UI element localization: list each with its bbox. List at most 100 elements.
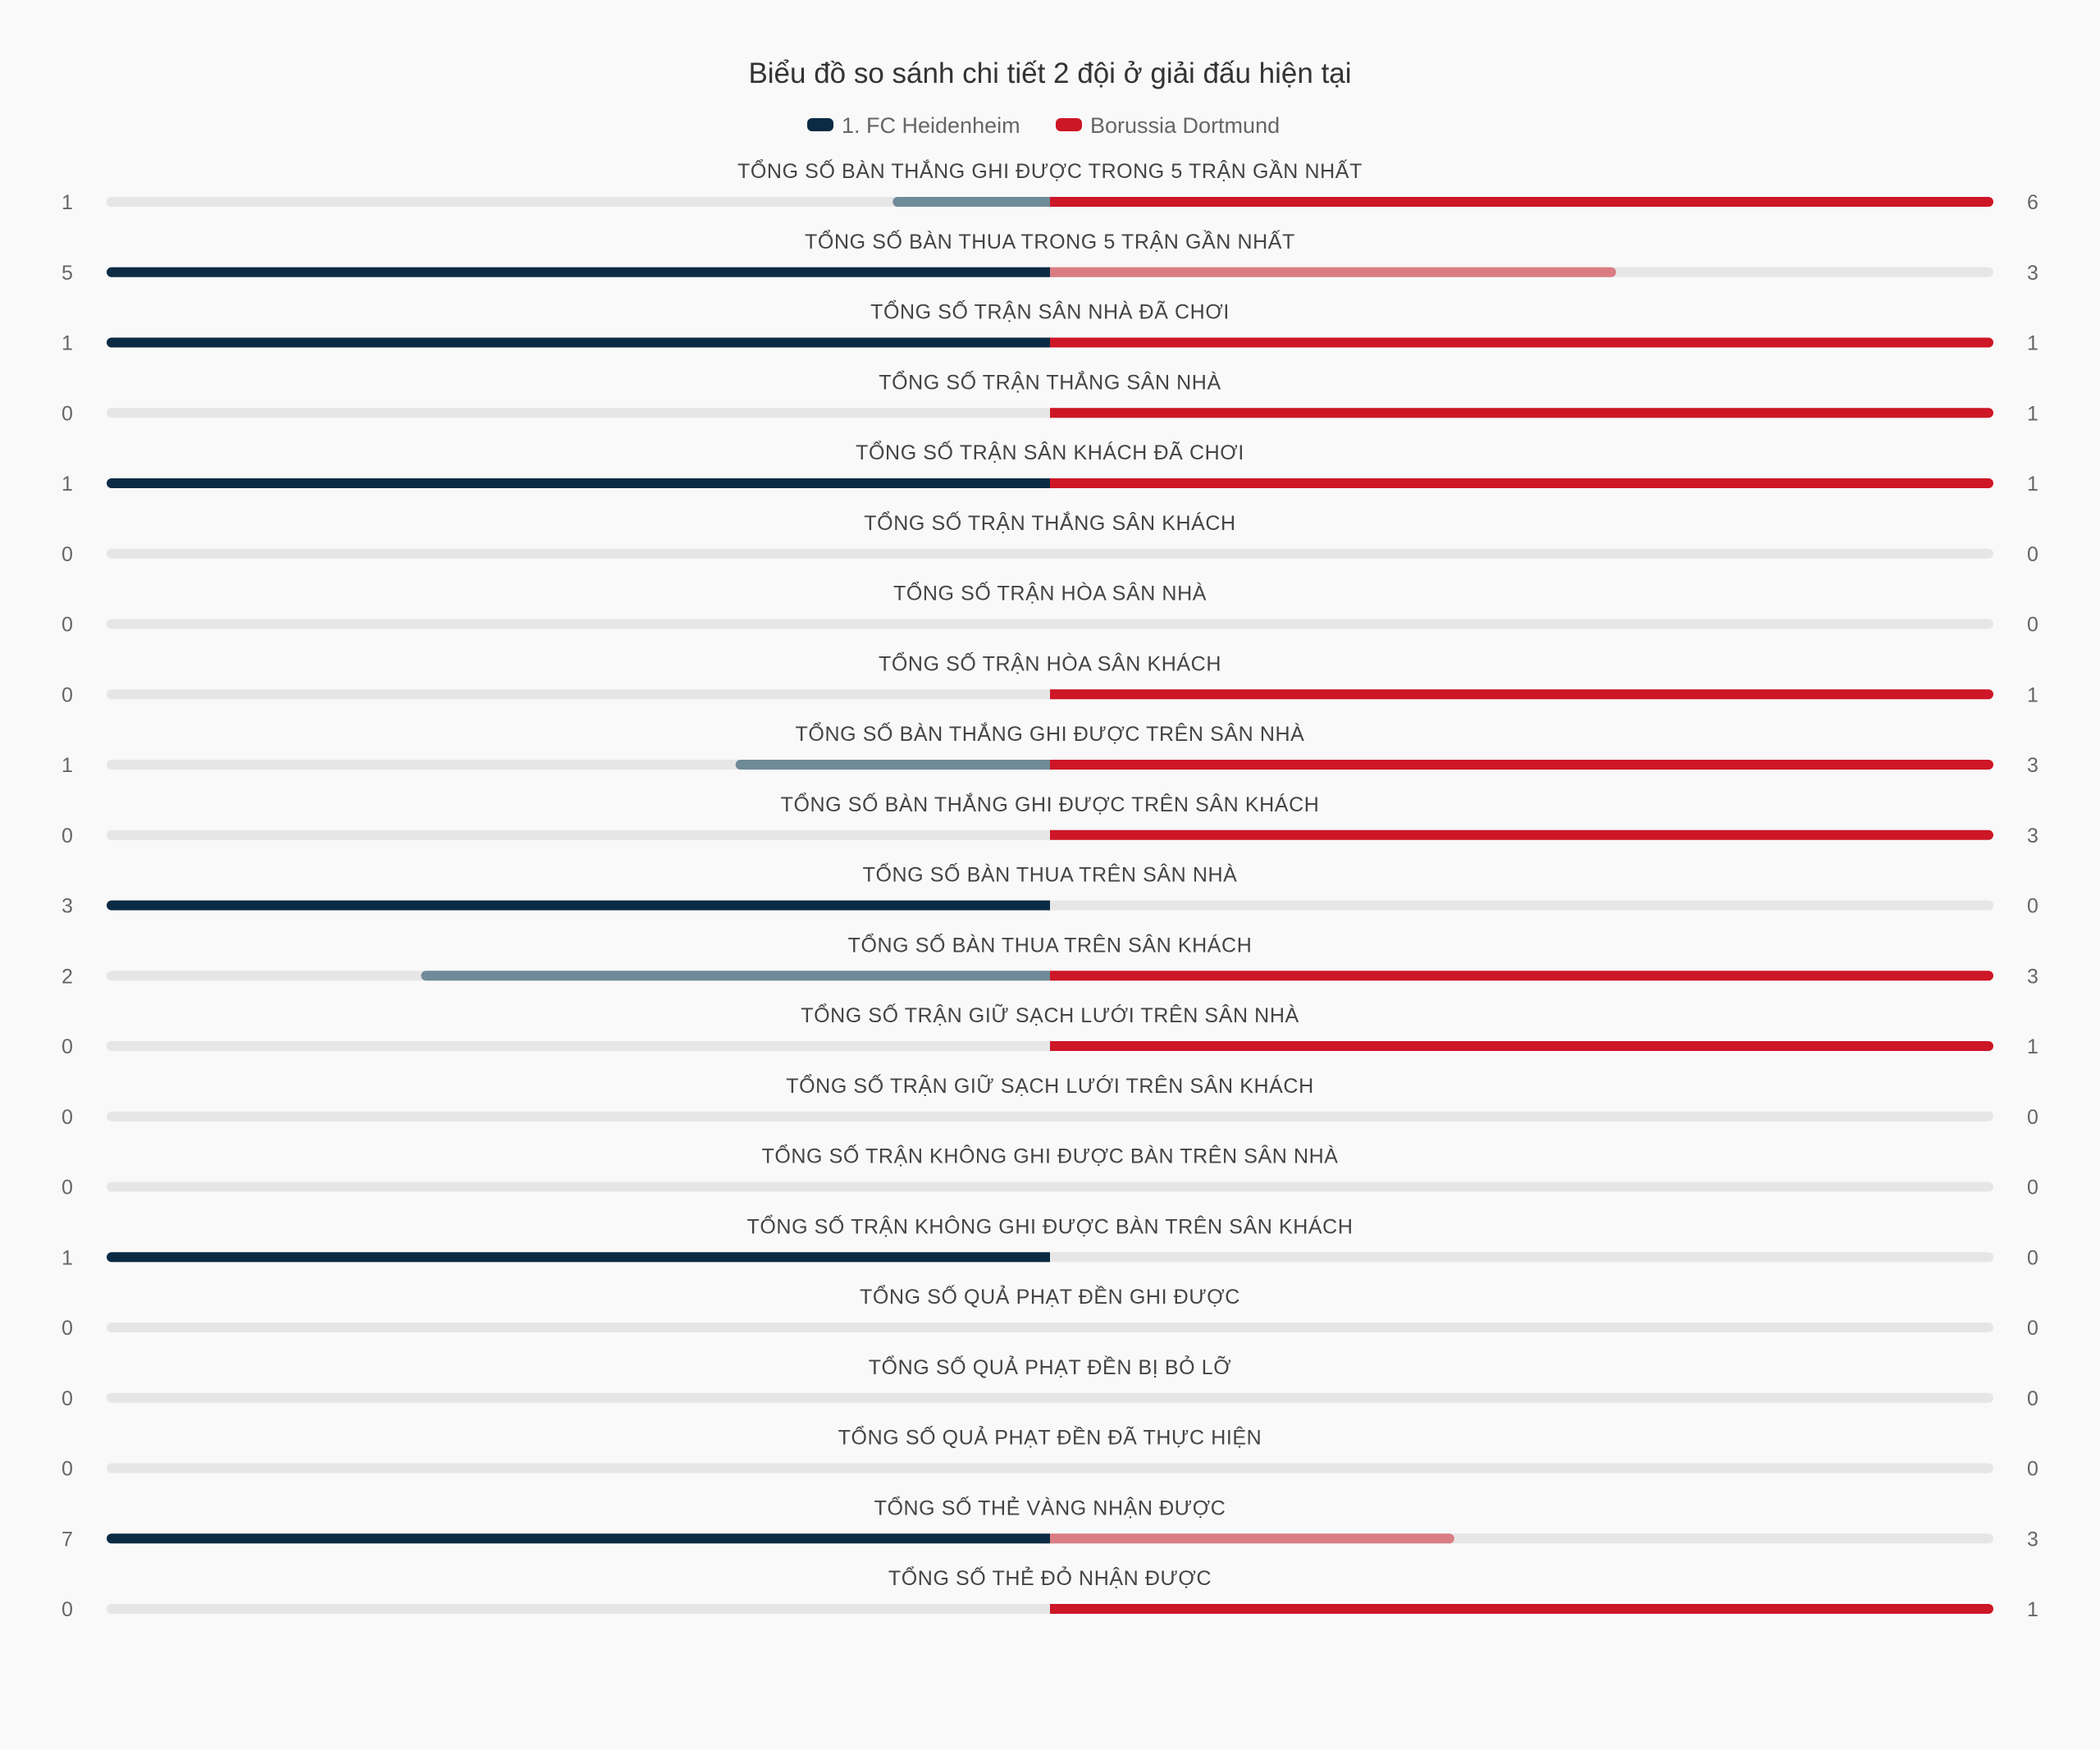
legend: 1. FC Heidenheim Borussia Dortmund — [807, 113, 1280, 138]
away-value-label: 1 — [2027, 473, 2038, 496]
bar-track — [107, 1463, 1993, 1474]
row-label: TỔNG SỐ BÀN THUA TRONG 5 TRẬN GẦN NHẤT — [805, 229, 1295, 254]
away-value-label: 0 — [2027, 1246, 2038, 1269]
home-bar-center-cap — [1045, 478, 1050, 488]
home-bar — [107, 900, 1050, 911]
home-value-label: 1 — [62, 1246, 73, 1269]
row-label: TỔNG SỐ TRẬN THẮNG SÂN NHÀ — [879, 369, 1221, 394]
away-value-label: 0 — [2027, 1106, 2038, 1129]
home-value-label: 0 — [62, 1177, 73, 1199]
away-value-label: 0 — [2027, 1458, 2038, 1481]
row-label: TỔNG SỐ TRẬN KHÔNG GHI ĐƯỢC BÀN TRÊN SÂN… — [747, 1213, 1354, 1238]
home-bar-center-cap — [1045, 900, 1050, 911]
row-label: TỔNG SỐ TRẬN GIỮ SẠCH LƯỚI TRÊN SÂN NHÀ — [801, 1003, 1299, 1027]
home-value-label: 0 — [62, 1598, 73, 1621]
away-value-label: 1 — [2027, 1598, 2038, 1621]
bar-track — [107, 1392, 1993, 1403]
away-bar-center-cap — [1050, 689, 1055, 700]
legend-label-heidenheim: 1. FC Heidenheim — [842, 113, 1020, 138]
row-label: TỔNG SỐ TRẬN HÒA SÂN NHÀ — [893, 581, 1207, 605]
away-bar — [1050, 689, 1993, 700]
home-value-label: 3 — [62, 895, 73, 918]
row-label: TỔNG SỐ TRẬN SÂN NHÀ ĐÃ CHƠI — [870, 299, 1230, 324]
home-bar — [107, 1252, 1050, 1263]
away-bar-center-cap — [1050, 1041, 1055, 1051]
row-label: TỔNG SỐ TRẬN KHÔNG GHI ĐƯỢC BÀN TRÊN SÂN… — [761, 1144, 1338, 1168]
away-value-label: 3 — [2027, 825, 2038, 848]
away-value-label: 6 — [2027, 191, 2038, 214]
away-value-label: 3 — [2027, 262, 2038, 285]
away-bar-center-cap — [1050, 1604, 1055, 1614]
row-label: TỔNG SỐ TRẬN GIỮ SẠCH LƯỚI TRÊN SÂN KHÁC… — [786, 1073, 1313, 1098]
away-bar-center-cap — [1050, 829, 1055, 840]
row-label: TỔNG SỐ BÀN THẮNG GHI ĐƯỢC TRÊN SÂN KHÁC… — [781, 792, 1320, 816]
away-value-label: 1 — [2027, 1035, 2038, 1058]
row-label: TỔNG SỐ THẺ VÀNG NHẬN ĐƯỢC — [874, 1495, 1226, 1519]
away-value-label: 0 — [2027, 895, 2038, 918]
away-bar — [1050, 478, 1993, 488]
away-bar — [1050, 1041, 1993, 1051]
away-bar — [1050, 1604, 1993, 1614]
home-value-label: 0 — [62, 825, 73, 848]
bar-track — [107, 1323, 1993, 1332]
legend-label-dortmund: Borussia Dortmund — [1090, 113, 1280, 138]
away-bar-center-cap — [1050, 971, 1055, 981]
home-value-label: 0 — [62, 402, 73, 425]
home-value-label: 0 — [62, 1317, 73, 1340]
away-bar-center-cap — [1050, 408, 1055, 418]
bar-track — [107, 1111, 1993, 1122]
away-value-label: 0 — [2027, 614, 2038, 637]
away-bar-center-cap — [1050, 478, 1055, 488]
away-value-label: 3 — [2027, 965, 2038, 988]
home-value-label: 1 — [62, 332, 73, 355]
home-value-label: 0 — [62, 1458, 73, 1481]
row-label: TỔNG SỐ BÀN THẮNG GHI ĐƯỢC TRÊN SÂN NHÀ — [796, 721, 1305, 746]
away-bar — [1050, 1533, 1454, 1544]
away-bar — [1050, 197, 1993, 207]
home-bar — [107, 478, 1050, 488]
home-bar-center-cap — [1045, 760, 1050, 770]
away-bar-center-cap — [1050, 760, 1055, 770]
row-label: TỔNG SỐ BÀN THUA TRÊN SÂN NHÀ — [863, 862, 1238, 887]
bar-track — [107, 1181, 1993, 1192]
home-value-label: 2 — [62, 965, 73, 988]
away-value-label: 1 — [2027, 683, 2038, 706]
row-label: TỔNG SỐ TRẬN SÂN KHÁCH ĐÃ CHƠI — [856, 440, 1244, 464]
home-value-label: 0 — [62, 614, 73, 637]
home-value-label: 1 — [62, 191, 73, 214]
legend-swatch-dortmund — [1056, 118, 1082, 131]
home-value-label: 5 — [62, 262, 73, 285]
home-value-label: 0 — [62, 1387, 73, 1410]
away-value-label: 3 — [2027, 754, 2038, 777]
home-bar — [107, 1533, 1050, 1544]
comparison-rows: TỔNG SỐ BÀN THẮNG GHI ĐƯỢC TRONG 5 TRẬN … — [62, 158, 2038, 1621]
home-value-label: 0 — [62, 543, 73, 566]
away-value-label: 0 — [2027, 1177, 2038, 1199]
home-value-label: 1 — [62, 754, 73, 777]
row-label: TỔNG SỐ QUẢ PHẠT ĐỀN BỊ BỎ LỠ — [869, 1355, 1232, 1379]
away-value-label: 1 — [2027, 332, 2038, 355]
home-bar-center-cap — [1045, 197, 1050, 207]
away-value-label: 1 — [2027, 402, 2038, 425]
home-value-label: 0 — [62, 1106, 73, 1129]
away-value-label: 0 — [2027, 1317, 2038, 1340]
home-bar — [735, 760, 1050, 770]
row-label: TỔNG SỐ TRẬN THẮNG SÂN KHÁCH — [864, 510, 1235, 535]
row-label: TỔNG SỐ THẺ ĐỎ NHẬN ĐƯỢC — [888, 1565, 1212, 1590]
row-label: TỔNG SỐ BÀN THẮNG GHI ĐƯỢC TRONG 5 TRẬN … — [737, 158, 1363, 183]
home-value-label: 0 — [62, 683, 73, 706]
home-bar — [421, 971, 1050, 981]
home-bar-center-cap — [1045, 267, 1050, 277]
away-value-label: 3 — [2027, 1528, 2038, 1551]
home-bar — [107, 267, 1050, 277]
away-bar-center-cap — [1050, 1533, 1055, 1544]
away-value-label: 0 — [2027, 1387, 2038, 1410]
row-label: TỔNG SỐ QUẢ PHẠT ĐỀN GHI ĐƯỢC — [860, 1284, 1240, 1309]
home-bar — [892, 197, 1050, 207]
home-value-label: 1 — [62, 473, 73, 496]
away-bar-center-cap — [1050, 337, 1055, 348]
home-bar-center-cap — [1045, 1533, 1050, 1544]
away-bar — [1050, 760, 1993, 770]
home-bar-center-cap — [1045, 1252, 1050, 1263]
